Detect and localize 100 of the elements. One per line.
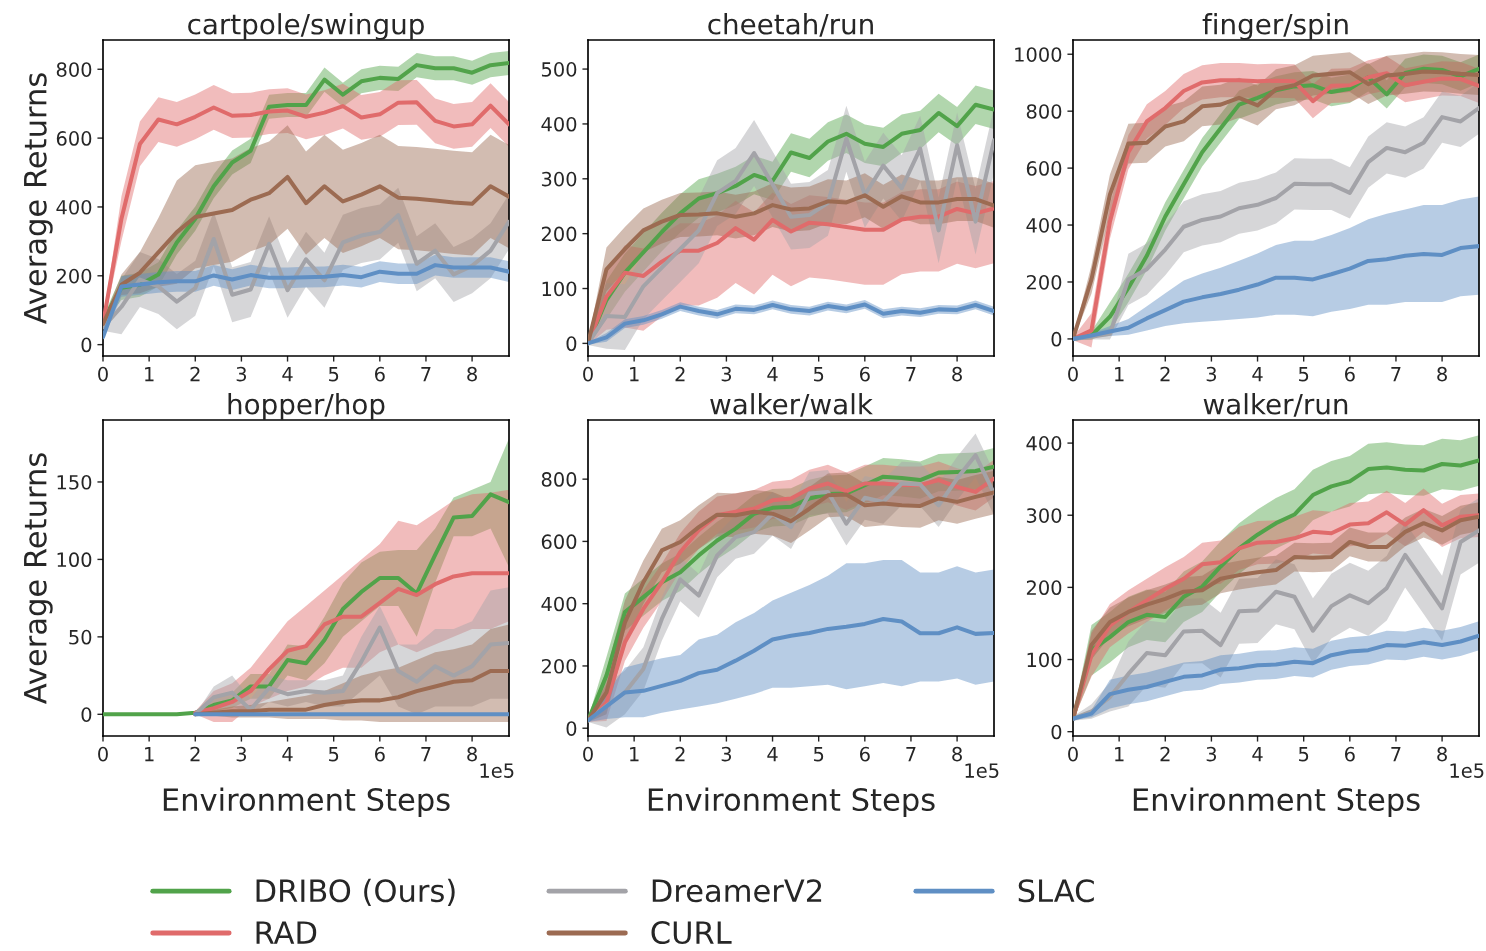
x-tick-label: 0: [1068, 746, 1078, 762]
y-axis-title: Average Returns: [24, 453, 53, 705]
y-tick-label: 200: [1026, 580, 1062, 596]
y-tick-label: 600: [541, 534, 577, 550]
chart-title: walker/walk: [710, 393, 873, 417]
x-tick-label: 5: [1299, 747, 1309, 762]
y-tick-label: 200: [1026, 274, 1062, 290]
x-tick-label: 0: [583, 366, 593, 382]
x-tick-label: 8: [467, 746, 477, 762]
x-tick-label: 7: [1391, 367, 1401, 382]
chart-title: finger/spin: [1202, 13, 1348, 40]
x-tick-label: 3: [721, 746, 732, 762]
chart-title: walker/run: [1203, 393, 1348, 417]
y-tick-label: 100: [57, 552, 92, 568]
x-tick-label: 6: [374, 366, 385, 382]
x-tick-label: 7: [1391, 747, 1401, 762]
y-tick-label: 0: [566, 336, 577, 352]
x-tick-label: 2: [675, 746, 685, 762]
x-tick-label: 5: [814, 747, 824, 762]
line-series: [103, 213, 509, 330]
x-tick-label: 7: [906, 367, 916, 382]
x-tick-label: 4: [1252, 367, 1263, 382]
text: 1e5: [1450, 763, 1484, 778]
x-tick-label: 8: [467, 366, 477, 382]
chart-title: cheetah/run: [708, 13, 873, 37]
legend-label: CURL: [651, 920, 732, 945]
chart-title: cartpole/swingup: [188, 13, 424, 40]
x-tick-label: 4: [767, 367, 778, 382]
y-tick-label: 200: [56, 268, 92, 284]
x-tick-label: 8: [952, 746, 962, 762]
y-tick-label: 300: [541, 171, 577, 187]
x-tick-label: 2: [1160, 746, 1170, 762]
x-tick-label: 3: [1206, 366, 1217, 382]
x-tick-label: 1: [630, 367, 639, 382]
y-tick-label: 0: [81, 337, 92, 353]
y-tick-label: 100: [542, 281, 577, 297]
y-tick-label: 50: [69, 629, 92, 645]
x-tick-label: 7: [421, 367, 431, 382]
x-axis-title: Environment Steps: [163, 787, 450, 818]
y-tick-label: 200: [541, 226, 577, 242]
y-axis-title: Average Returns: [24, 73, 53, 325]
x-tick-label: 0: [98, 746, 108, 762]
x-tick-label: 3: [236, 746, 247, 762]
x-tick-label: 5: [329, 367, 339, 382]
x-tick-label: 1: [1115, 367, 1124, 382]
x-tick-label: 8: [952, 366, 962, 382]
y-tick-label: 100: [1027, 652, 1062, 668]
x-tick-label: 5: [329, 747, 339, 762]
x-axis-title: Environment Steps: [648, 787, 935, 818]
y-tick-label: 800: [1026, 104, 1062, 119]
y-tick-label: 300: [1026, 508, 1062, 523]
x-tick-label: 7: [421, 747, 431, 762]
y-tick-label: 600: [1026, 161, 1062, 176]
y-tick-label: 500: [541, 62, 577, 77]
x-tick-label: 4: [1252, 747, 1263, 762]
y-tick-label: 400: [1026, 218, 1062, 233]
legend-label: DreamerV2: [652, 879, 822, 903]
x-tick-label: 4: [767, 747, 778, 762]
x-tick-label: 3: [236, 366, 247, 382]
x-tick-label: 0: [98, 366, 108, 382]
x-tick-label: 6: [1344, 746, 1355, 762]
y-tick-label: 1000: [1015, 47, 1062, 62]
x-tick-label: 6: [859, 366, 870, 382]
line-series: [1073, 244, 1479, 341]
y-tick-label: 800: [56, 62, 92, 77]
line-series: [588, 616, 994, 723]
x-tick-label: 2: [190, 366, 200, 382]
text: 1e5: [480, 763, 514, 778]
y-tick-label: 400: [541, 596, 577, 612]
chart-title: hopper/hop: [228, 393, 385, 420]
x-tick-label: 1: [145, 367, 154, 382]
y-tick-label: 0: [81, 707, 92, 722]
y-tick-label: 400: [541, 116, 577, 132]
x-tick-label: 1: [1115, 747, 1124, 762]
y-tick-label: 200: [541, 658, 577, 674]
y-tick-label: 150: [57, 474, 92, 490]
x-tick-label: 3: [1206, 746, 1217, 762]
x-tick-label: 4: [282, 367, 293, 382]
x-tick-label: 5: [1299, 367, 1309, 382]
line-series: [193, 668, 509, 717]
legend-label: SLAC: [1018, 879, 1094, 903]
y-tick-label: 400: [1026, 436, 1062, 451]
x-tick-label: 6: [374, 746, 385, 762]
y-tick-label: 0: [1051, 724, 1062, 740]
y-tick-label: 600: [56, 131, 92, 146]
legend-label: DRIBO (Ours): [256, 878, 455, 906]
x-tick-label: 2: [190, 746, 200, 762]
x-tick-label: 0: [583, 746, 593, 762]
x-tick-label: 5: [814, 367, 824, 382]
y-tick-label: 800: [541, 472, 577, 487]
x-tick-label: 6: [1344, 366, 1355, 382]
y-tick-label: 0: [566, 721, 577, 736]
x-tick-label: 1: [145, 747, 154, 762]
x-tick-label: 3: [721, 366, 732, 382]
x-tick-label: 1: [630, 747, 639, 762]
x-tick-label: 0: [1068, 366, 1078, 382]
y-tick-label: 400: [56, 199, 92, 215]
x-axis-title: Environment Steps: [1133, 787, 1420, 818]
legend-label: RAD: [256, 921, 317, 944]
line-series: [103, 492, 509, 717]
